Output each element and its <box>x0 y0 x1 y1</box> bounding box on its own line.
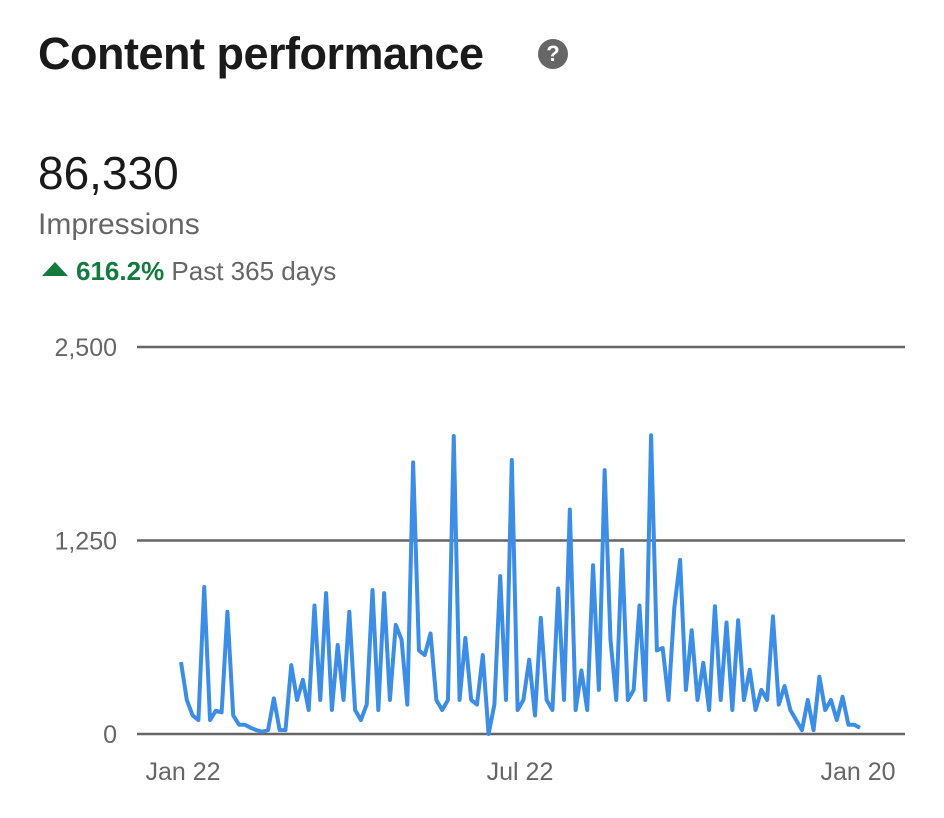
y-tick-label: 1,250 <box>54 528 117 556</box>
impressions-line <box>179 433 861 736</box>
metric-label: Impressions <box>38 208 200 241</box>
x-tick-label: Jul 22 <box>487 758 554 786</box>
x-tick-label: Jan 22 <box>145 758 220 786</box>
trend-row: 616.2% Past 365 days <box>42 256 336 287</box>
x-tick-label: Jan 20 <box>820 758 895 786</box>
impressions-total: 86,330 <box>38 147 179 199</box>
trend-period: Past 365 days <box>171 256 337 286</box>
help-icon[interactable]: ? <box>538 39 568 69</box>
y-tick-label: 2,500 <box>54 334 117 362</box>
triangle-up-icon <box>42 262 68 276</box>
page-title: Content performance <box>38 28 484 79</box>
trend-percent: 616.2% <box>76 256 165 286</box>
y-tick-label: 0 <box>103 721 117 749</box>
